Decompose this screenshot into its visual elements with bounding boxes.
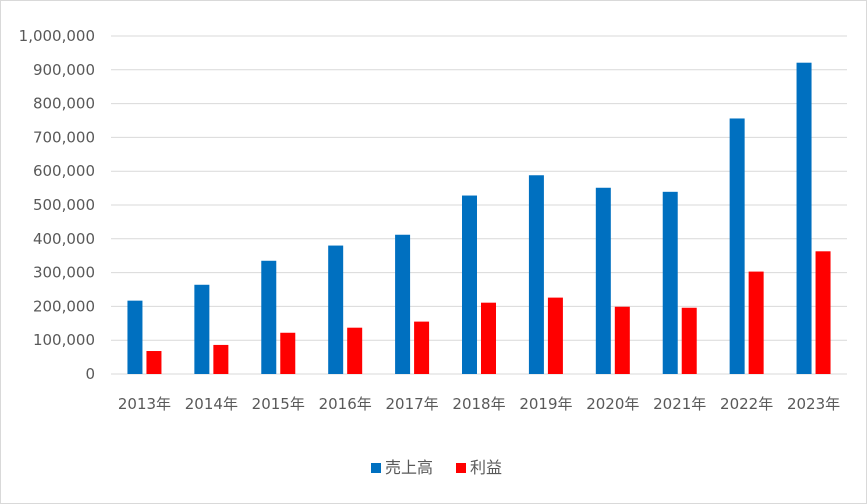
legend-swatch-profit <box>456 463 466 473</box>
bar-profit <box>481 302 496 374</box>
x-tick-label: 2017年 <box>385 395 438 413</box>
y-tick-label: 500,000 <box>33 196 95 214</box>
y-tick-label: 700,000 <box>33 128 95 146</box>
x-tick-label: 2013年 <box>118 395 171 413</box>
x-tick-label: 2022年 <box>720 395 773 413</box>
bar-profit <box>614 306 630 374</box>
y-tick-label: 300,000 <box>33 264 95 282</box>
bar-sales <box>796 62 812 375</box>
x-tick-label: 2021年 <box>653 395 706 413</box>
x-tick-label: 2014年 <box>185 395 238 413</box>
x-tick-label: 2020年 <box>586 395 639 413</box>
y-tick-label: 600,000 <box>33 162 95 180</box>
bar-profit <box>213 344 229 374</box>
y-tick-label: 400,000 <box>33 230 95 248</box>
legend-label-sales: 売上高 <box>385 458 433 477</box>
x-tick-label: 2019年 <box>519 395 572 413</box>
legend-swatch-sales <box>371 463 381 473</box>
bar-sales <box>528 175 544 374</box>
y-tick-label: 0 <box>85 365 95 383</box>
y-tick-label: 800,000 <box>33 95 95 113</box>
x-tick-label: 2023年 <box>787 395 840 413</box>
bar-sales <box>662 191 678 374</box>
bar-sales <box>595 187 611 374</box>
bar-profit <box>280 332 296 374</box>
bar-profit <box>681 307 697 374</box>
bar-sales <box>194 284 210 374</box>
bar-sales <box>729 118 745 374</box>
bar-sales <box>462 195 477 374</box>
y-tick-label: 1,000,000 <box>19 27 95 45</box>
bar-profit <box>347 327 363 374</box>
y-tick-label: 900,000 <box>33 61 95 79</box>
bar-sales <box>395 234 411 374</box>
x-tick-label: 2015年 <box>252 395 305 413</box>
bar-profit <box>146 351 162 374</box>
bar-profit <box>414 321 430 374</box>
y-tick-label: 200,000 <box>33 297 95 315</box>
bar-profit <box>547 297 563 374</box>
y-tick-label: 100,000 <box>33 331 95 349</box>
bar-profit <box>748 271 764 374</box>
x-tick-label: 2018年 <box>452 395 505 413</box>
bar-sales <box>261 260 277 374</box>
bar-sales <box>328 245 344 374</box>
bar-profit <box>815 251 831 374</box>
bar-sales <box>127 300 143 374</box>
legend-label-profit: 利益 <box>470 458 502 477</box>
x-tick-label: 2016年 <box>319 395 372 413</box>
